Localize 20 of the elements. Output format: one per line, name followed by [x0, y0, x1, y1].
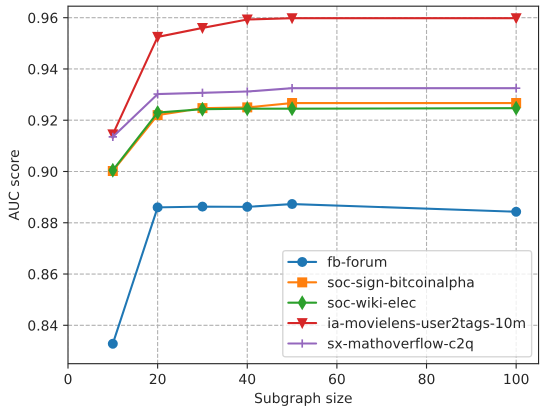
y-tick-label: 0.86 — [28, 268, 58, 280]
x-tick-label: 40 — [239, 374, 256, 384]
y-axis-title: AUC score — [8, 150, 20, 220]
x-tick-label: 60 — [329, 374, 345, 384]
x-tick-label: 20 — [150, 374, 166, 384]
x-tick-label: 0 — [64, 374, 72, 384]
legend-label: soc-wiki-elec — [328, 297, 416, 308]
legend-label: sx-mathoverflow-c2q — [328, 338, 473, 352]
y-tick-label: 0.90 — [28, 166, 58, 177]
legend-label: fb-forum — [328, 256, 386, 267]
x-tick-label: 100 — [504, 374, 528, 384]
legend-label: soc-sign-bitcoinalpha — [328, 276, 474, 290]
x-axis-title: Subgraph size — [254, 392, 352, 406]
legend-label: ia-movielens-user2tags-10m — [328, 317, 525, 331]
y-tick-label: 0.94 — [28, 64, 58, 74]
x-tick-label: 80 — [418, 374, 434, 384]
y-tick-label: 0.92 — [28, 115, 57, 126]
y-tick-label: 0.84 — [28, 320, 58, 331]
y-tick-label: 0.88 — [28, 218, 58, 228]
y-tick-label: 0.96 — [28, 12, 58, 24]
